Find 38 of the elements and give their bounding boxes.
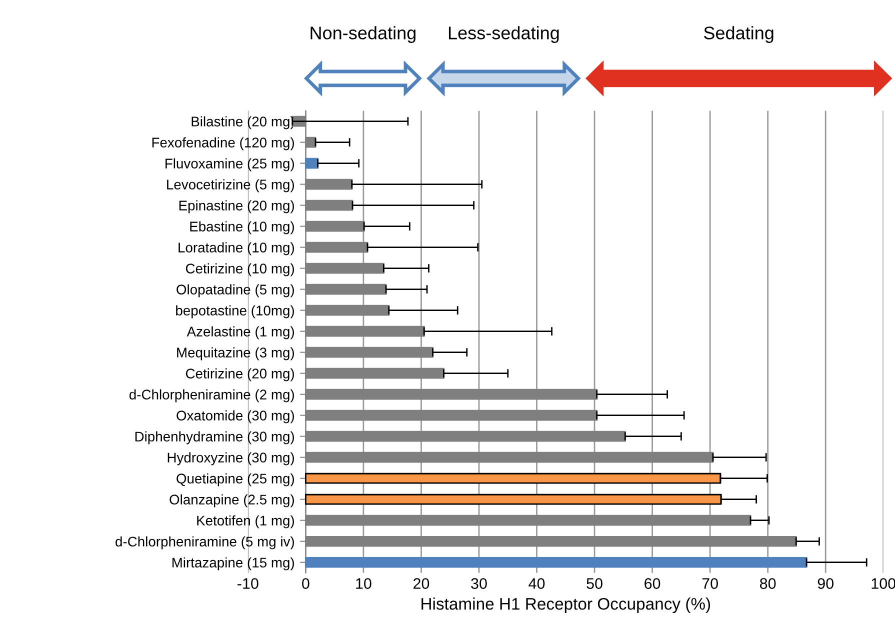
text: Sedating	[704, 26, 774, 43]
bar	[304, 158, 319, 169]
bar	[304, 556, 808, 568]
y-tick-label: Ebastine (10 mg)	[190, 221, 294, 234]
x-tick-label: 60	[644, 578, 660, 589]
y-tick-label: Olopatadine (5 mg)	[176, 284, 294, 298]
x-tick-label: -10	[238, 578, 258, 589]
y-tick-label: Cetirizine (20 mg)	[186, 368, 294, 382]
y-tick-label: Diphenhydramine (30 mg)	[135, 431, 294, 444]
x-tick-label: 70	[702, 578, 718, 589]
y-tick-label: d-Chlorpheniramine (2 mg)	[129, 389, 294, 402]
y-tick-label: Mequitazine (3 mg)	[177, 347, 294, 360]
text: Less-sedating	[448, 26, 559, 43]
x-tick-label: 20	[413, 578, 430, 589]
y-tick-label: Cetirizine (10 mg)	[186, 263, 294, 276]
x-tick-label: 80	[760, 578, 776, 589]
y-tick-label: Azelastine (1 mg)	[186, 326, 294, 340]
y-tick-label: Olanzapine (2.5 mg)	[170, 494, 294, 508]
y-tick-label: d-Chlorpheniramine (5 mg iv)	[116, 536, 294, 550]
y-tick-label: Quetiapine (25 mg)	[176, 473, 294, 486]
x-tick-label: 40	[528, 578, 545, 589]
x-tick-label: 50	[586, 578, 602, 589]
y-tick-label: Oxatomide (30 mg)	[176, 410, 294, 424]
text: Non-sedating	[310, 26, 416, 43]
y-tick-label: Fexofenadine (120 mg)	[152, 137, 294, 150]
y-tick-label: Hydroxyzine (30 mg)	[168, 452, 294, 466]
y-tick-label: Epinastine (20 mg)	[179, 200, 294, 214]
y-tick-label: Levocetirizine (5 mg)	[167, 179, 294, 192]
x-tick-label: 10	[356, 578, 372, 589]
x-axis-title: Histamine H1 Receptor Occupancy (%)	[422, 598, 710, 614]
y-tick-label: Mirtazapine (15 mg)	[172, 557, 294, 570]
y-tick-label: Fluvoxamine (25 mg)	[166, 158, 294, 172]
y-tick-label: Loratadine (10 mg)	[178, 242, 294, 256]
x-tick-label: 30	[471, 578, 487, 589]
y-tick-label: Ketotifen (1 mg)	[197, 515, 294, 528]
x-tick-label: 90	[818, 578, 834, 589]
x-tick-label: 0	[302, 578, 310, 589]
y-tick-label: bepotastine (10mg)	[176, 305, 294, 318]
